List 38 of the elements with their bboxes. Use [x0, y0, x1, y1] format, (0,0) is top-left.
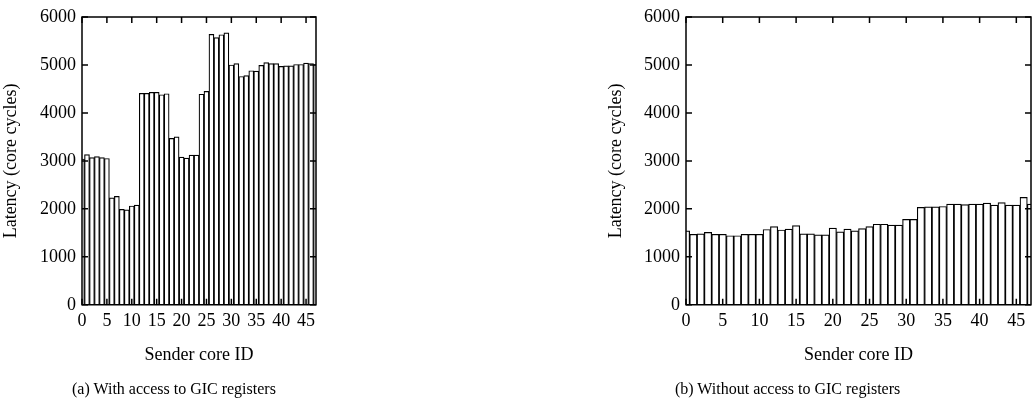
x-tick-label: 40: [272, 310, 291, 331]
y-axis-title: Latency (core cycles): [604, 83, 626, 239]
y-tick-label: 6000: [644, 5, 680, 26]
x-tick-label: 5: [102, 310, 112, 331]
y-tick-label: 1000: [644, 245, 680, 266]
y-tick-label: 1000: [40, 245, 76, 266]
text: (b) Without access to GIC registers: [675, 380, 901, 398]
y-tick-label: 6000: [40, 5, 76, 26]
x-tick-label: 15: [147, 310, 166, 331]
x-tick-label: 30: [222, 310, 241, 331]
y-tick-label: 2000: [40, 197, 76, 218]
x-axis-title: Sender core ID: [144, 343, 254, 364]
x-tick-label: 20: [823, 310, 842, 331]
x-tick-label: 35: [247, 310, 266, 331]
x-tick-label: 20: [172, 310, 191, 331]
y-tick-label: 3000: [644, 149, 680, 170]
x-axis-title: Sender core ID: [804, 343, 913, 364]
y-tick-label: 5000: [40, 53, 76, 74]
y-tick-label: 3000: [40, 149, 76, 170]
text: (a) With access to GIC registers: [72, 380, 276, 398]
y-tick-label: 2000: [644, 197, 680, 218]
x-tick-label: 40: [970, 310, 989, 331]
y-tick-label: 0: [67, 293, 76, 314]
y-tick-label: 4000: [644, 101, 680, 122]
y-tick-label: 0: [671, 293, 680, 314]
y-tick-label: 5000: [644, 53, 680, 74]
x-tick-label: 5: [718, 310, 728, 331]
x-tick-label: 10: [750, 310, 769, 331]
y-tick-label: 4000: [40, 101, 76, 122]
x-tick-label: 45: [1007, 310, 1026, 331]
x-tick-label: 15: [787, 310, 806, 331]
x-tick-label: 35: [933, 310, 952, 331]
x-tick-label: 30: [897, 310, 916, 331]
y-axis-title: Latency (core cycles): [0, 83, 21, 239]
x-tick-label: 25: [860, 310, 879, 331]
x-tick-label: 10: [122, 310, 141, 331]
x-tick-label: 25: [197, 310, 216, 331]
x-tick-label: 45: [297, 310, 316, 331]
